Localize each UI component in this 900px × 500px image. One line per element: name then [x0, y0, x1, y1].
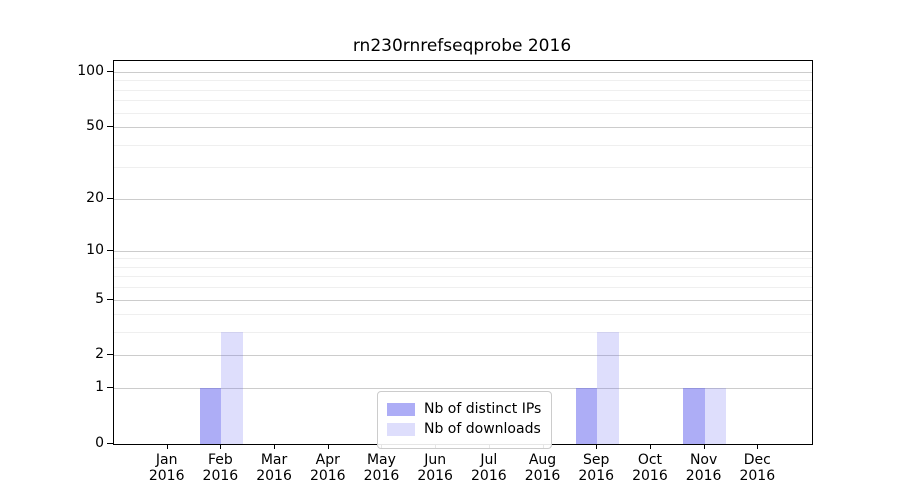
- legend: Nb of distinct IPs Nb of downloads: [377, 391, 553, 449]
- major-gridline: [114, 355, 812, 357]
- x-tick-label: Jun 2016: [417, 452, 453, 484]
- y-tick-mark: [107, 387, 113, 389]
- plot-area: Nb of distinct IPs Nb of downloads: [113, 60, 813, 449]
- x-tick-label: Mar 2016: [256, 452, 292, 484]
- y-tick-mark: [107, 197, 113, 199]
- y-tick-mark: [107, 298, 113, 300]
- chart-title: rn230rnrefseqprobe 2016: [352, 36, 572, 56]
- y-tick-label: 50: [86, 118, 104, 135]
- minor-gridline: [114, 100, 812, 102]
- y-tick-label: 100: [77, 63, 104, 79]
- legend-label-downloads: Nb of downloads: [424, 421, 541, 437]
- y-tick-mark: [107, 443, 113, 444]
- legend-entry-distinct-ips: Nb of distinct IPs: [387, 401, 541, 418]
- major-gridline: [114, 127, 812, 129]
- legend-entry-downloads: Nb of downloads: [387, 421, 541, 438]
- bar-nb-of-downloads: [704, 388, 727, 444]
- x-tick-label: Apr 2016: [309, 452, 346, 484]
- x-tick-mark: [703, 444, 705, 449]
- x-tick-label: Nov 2016: [685, 452, 722, 484]
- minor-gridline: [114, 314, 812, 316]
- x-tick-mark: [757, 444, 759, 449]
- major-gridline: [114, 250, 812, 252]
- x-tick-label: Oct 2016: [632, 452, 668, 484]
- legend-swatch-downloads-icon: [387, 423, 415, 436]
- bar-nb-of-distinct-ips: [575, 388, 598, 444]
- bar-nb-of-downloads: [597, 332, 619, 444]
- x-tick-mark: [166, 444, 168, 449]
- x-tick-mark: [596, 444, 598, 449]
- y-tick-label: 1: [95, 379, 104, 396]
- bar-nb-of-distinct-ips: [683, 388, 705, 444]
- x-tick-label: Aug 2016: [524, 452, 561, 484]
- x-tick-label: Jan 2016: [148, 452, 185, 484]
- y-tick-label: 5: [95, 290, 104, 307]
- minor-gridline: [114, 167, 812, 169]
- major-gridline: [114, 198, 812, 200]
- x-tick-label: Feb 2016: [202, 452, 239, 484]
- legend-swatch-distinct-ips-icon: [387, 403, 415, 416]
- minor-gridline: [114, 112, 812, 114]
- major-gridline: [114, 299, 812, 301]
- y-tick-mark: [107, 71, 113, 72]
- x-tick-label: Sep 2016: [578, 452, 615, 484]
- y-tick-label: 0: [95, 435, 104, 451]
- bar-nb-of-distinct-ips: [199, 388, 222, 444]
- minor-gridline: [114, 89, 812, 91]
- x-tick-mark: [327, 444, 329, 449]
- minor-gridline: [114, 80, 812, 82]
- y-tick-mark: [107, 126, 113, 128]
- minor-gridline: [114, 276, 812, 278]
- y-tick-mark: [107, 249, 113, 251]
- legend-label-distinct-ips: Nb of distinct IPs: [424, 401, 542, 417]
- minor-gridline: [114, 332, 812, 334]
- major-gridline: [114, 72, 812, 73]
- x-tick-label: Dec 2016: [739, 452, 776, 484]
- y-tick-label: 10: [86, 241, 104, 258]
- minor-gridline: [114, 144, 812, 146]
- y-tick-mark: [107, 354, 113, 356]
- x-tick-mark: [274, 444, 276, 449]
- y-tick-label: 2: [95, 346, 104, 363]
- major-gridline: [114, 388, 812, 390]
- y-tick-label: 20: [86, 189, 104, 206]
- x-tick-label: Jul 2016: [471, 452, 507, 484]
- minor-gridline: [114, 266, 812, 268]
- x-tick-label: May 2016: [363, 452, 400, 484]
- minor-gridline: [114, 258, 812, 260]
- x-tick-mark: [649, 444, 651, 449]
- x-tick-mark: [220, 444, 222, 449]
- minor-gridline: [114, 287, 812, 289]
- bar-nb-of-downloads: [221, 332, 243, 444]
